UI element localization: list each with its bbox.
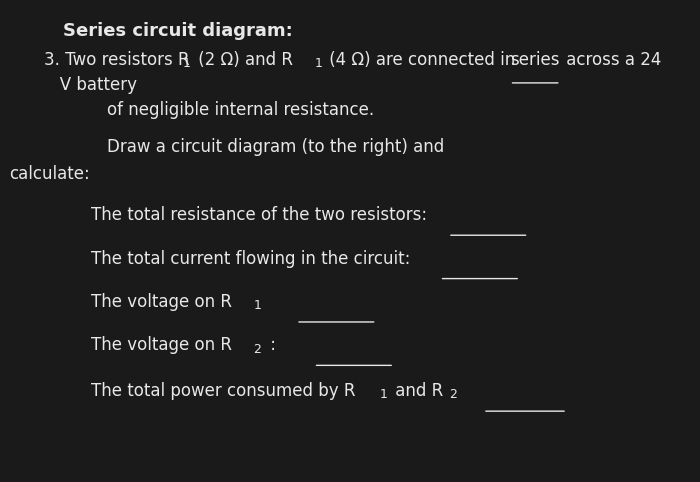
Text: :: : (265, 336, 276, 354)
Text: 1: 1 (379, 388, 387, 402)
Text: across a 24: across a 24 (561, 51, 661, 68)
Text: of negligible internal resistance.: of negligible internal resistance. (44, 101, 375, 119)
Text: 1: 1 (315, 57, 323, 70)
Text: The voltage on R: The voltage on R (91, 336, 232, 354)
Text: The total current flowing in the circuit:: The total current flowing in the circuit… (91, 250, 416, 268)
Text: and R: and R (390, 382, 443, 400)
Text: The voltage on R: The voltage on R (91, 293, 232, 311)
Text: 2: 2 (449, 388, 457, 402)
Text: V battery: V battery (44, 76, 137, 94)
Text: 2: 2 (253, 343, 261, 356)
Text: The total power consumed by R: The total power consumed by R (91, 382, 356, 400)
Text: Series circuit diagram:: Series circuit diagram: (63, 22, 293, 40)
Text: calculate:: calculate: (9, 165, 90, 183)
Text: 3. Two resistors R: 3. Two resistors R (44, 51, 190, 68)
Text: 1: 1 (183, 57, 190, 70)
Text: 1: 1 (253, 299, 261, 312)
Text: (4 Ω) are connected in: (4 Ω) are connected in (324, 51, 521, 68)
Text: The total resistance of the two resistors:: The total resistance of the two resistor… (91, 206, 433, 224)
Text: series: series (510, 51, 559, 68)
Text: Draw a circuit diagram (to the right) and: Draw a circuit diagram (to the right) an… (44, 138, 445, 156)
Text: (2 Ω) and R: (2 Ω) and R (193, 51, 293, 68)
